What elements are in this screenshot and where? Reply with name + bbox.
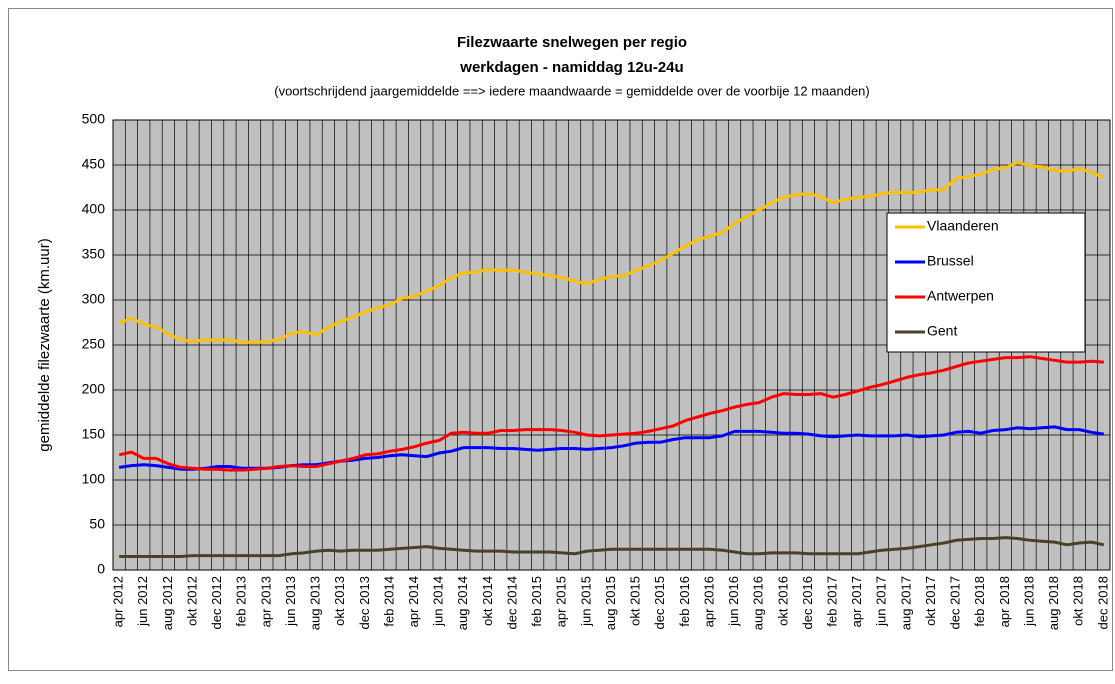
y-tick-label: 250 [82, 336, 106, 352]
x-tick-label: feb 2018 [972, 576, 987, 627]
x-tick-label: aug 2013 [308, 576, 323, 630]
x-tick-label: apr 2018 [997, 576, 1012, 627]
x-tick-label: okt 2015 [628, 576, 643, 626]
x-tick-label: dec 2015 [652, 576, 667, 630]
chart-title: Filezwaarte snelwegen per regio [457, 34, 687, 51]
legend-box [886, 212, 1086, 353]
series-line [118, 355, 1104, 472]
x-tick-label: feb 2013 [234, 576, 249, 627]
y-tick-label: 0 [97, 561, 105, 577]
x-tick-label: apr 2012 [111, 576, 126, 627]
y-tick-label: 400 [82, 201, 106, 217]
y-tick-label: 300 [82, 291, 106, 307]
legend-label: Vlaanderen [927, 218, 999, 234]
x-tick-label: apr 2014 [406, 576, 421, 627]
x-tick-label: okt 2012 [184, 576, 199, 626]
x-tick-label: feb 2014 [381, 576, 396, 627]
legend-label: Brussel [927, 253, 974, 269]
x-tick-label: jun 2014 [431, 576, 446, 627]
chart-subtitle: werkdagen - namiddag 12u-24u [459, 59, 683, 76]
x-tick-label: aug 2012 [160, 576, 175, 630]
x-tick-label: okt 2014 [480, 576, 495, 626]
x-tick-label: okt 2018 [1071, 576, 1086, 626]
x-tick-label: jun 2018 [1021, 576, 1036, 627]
x-tick-label: okt 2016 [775, 576, 790, 626]
x-tick-label: aug 2018 [1046, 576, 1061, 630]
x-tick-label: jun 2013 [283, 576, 298, 627]
legend-label: Gent [927, 323, 957, 339]
x-tick-label: apr 2013 [258, 576, 273, 627]
x-tick-label: apr 2015 [554, 576, 569, 627]
x-tick-label: aug 2016 [751, 576, 766, 630]
x-tick-label: jun 2016 [726, 576, 741, 627]
x-tick-label: apr 2017 [849, 576, 864, 627]
x-tick-label: dec 2014 [504, 576, 519, 630]
x-tick-label: okt 2013 [332, 576, 347, 626]
x-tick-label: feb 2015 [529, 576, 544, 627]
y-tick-label: 500 [82, 111, 106, 127]
y-tick-label: 450 [82, 156, 106, 172]
x-tick-label: aug 2015 [603, 576, 618, 630]
x-tick-label: jun 2015 [578, 576, 593, 627]
x-tick-label: dec 2018 [1095, 576, 1110, 630]
x-tick-label: dec 2017 [948, 576, 963, 630]
x-tick-label: dec 2012 [209, 576, 224, 630]
x-tick-label: jun 2012 [135, 576, 150, 627]
x-tick-label: aug 2017 [898, 576, 913, 630]
legend-label: Antwerpen [927, 288, 994, 304]
x-tick-label: dec 2016 [800, 576, 815, 630]
x-tick-label: okt 2017 [923, 576, 938, 626]
x-tick-label: dec 2013 [357, 576, 372, 630]
y-tick-label: 100 [82, 471, 106, 487]
series-line [119, 536, 1105, 558]
x-tick-label: jun 2017 [874, 576, 889, 627]
x-tick-label: apr 2016 [701, 576, 716, 627]
x-tick-label: feb 2017 [824, 576, 839, 627]
chart-note: (voortschrijdend jaargemiddelde ==> iede… [274, 83, 870, 98]
series-line [118, 160, 1105, 344]
y-tick-label: 150 [82, 426, 106, 442]
y-tick-label: 350 [82, 246, 106, 262]
y-tick-label: 200 [82, 381, 106, 397]
y-axis-title: gemiddelde filezwaarte (km.uur) [36, 238, 53, 451]
x-tick-label: feb 2016 [677, 576, 692, 627]
y-tick-label: 50 [89, 516, 105, 532]
x-tick-label: aug 2014 [455, 576, 470, 630]
